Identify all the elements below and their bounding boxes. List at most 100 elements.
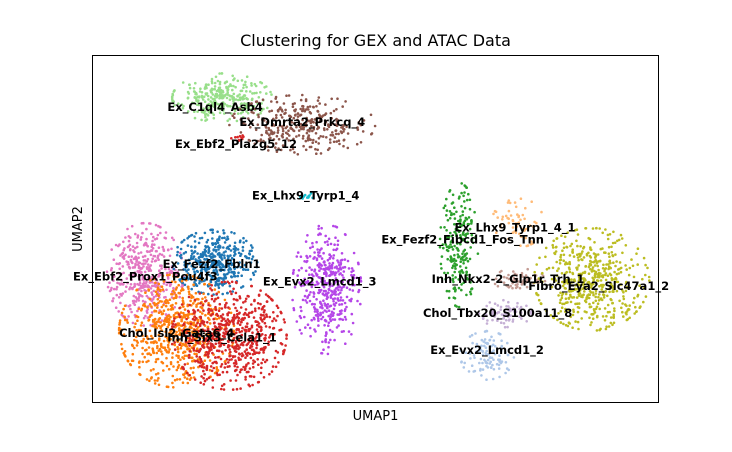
point bbox=[169, 329, 173, 333]
point bbox=[313, 310, 317, 313]
point bbox=[562, 242, 566, 245]
point bbox=[449, 259, 452, 262]
point bbox=[262, 139, 265, 143]
point bbox=[176, 270, 179, 274]
point bbox=[191, 317, 195, 321]
point bbox=[324, 334, 328, 338]
point bbox=[447, 289, 451, 293]
point bbox=[220, 363, 224, 366]
point bbox=[206, 342, 210, 345]
point bbox=[203, 329, 206, 333]
point bbox=[210, 288, 214, 292]
point bbox=[257, 306, 261, 310]
point bbox=[345, 125, 348, 129]
point bbox=[131, 245, 135, 248]
point bbox=[197, 95, 201, 98]
point bbox=[215, 282, 218, 285]
point bbox=[212, 366, 216, 370]
point bbox=[217, 88, 221, 92]
point bbox=[202, 369, 205, 373]
point bbox=[613, 309, 616, 313]
point bbox=[226, 339, 230, 343]
point bbox=[214, 259, 218, 263]
point bbox=[261, 306, 265, 309]
point bbox=[188, 83, 191, 87]
point bbox=[339, 280, 343, 283]
point bbox=[301, 105, 305, 108]
point bbox=[448, 189, 452, 192]
point bbox=[267, 128, 271, 132]
point bbox=[297, 269, 301, 272]
point bbox=[149, 287, 153, 290]
point bbox=[448, 217, 452, 220]
point bbox=[275, 100, 279, 104]
point bbox=[220, 277, 223, 280]
point bbox=[337, 283, 340, 287]
point bbox=[216, 253, 220, 256]
point bbox=[280, 342, 284, 346]
point bbox=[193, 331, 196, 335]
point bbox=[143, 288, 146, 292]
point bbox=[198, 263, 202, 266]
point bbox=[207, 246, 211, 250]
point bbox=[167, 341, 171, 344]
point bbox=[220, 387, 223, 391]
point bbox=[224, 319, 227, 323]
point bbox=[137, 361, 141, 364]
point bbox=[133, 338, 136, 342]
point bbox=[608, 310, 611, 314]
point bbox=[606, 274, 610, 278]
point bbox=[252, 111, 255, 115]
point bbox=[577, 293, 581, 296]
point bbox=[311, 245, 315, 248]
point bbox=[194, 81, 197, 85]
point bbox=[449, 213, 453, 217]
point bbox=[206, 327, 210, 331]
point bbox=[239, 118, 243, 121]
point bbox=[322, 251, 325, 255]
point bbox=[265, 300, 269, 303]
point bbox=[242, 241, 245, 244]
point bbox=[335, 124, 339, 128]
point bbox=[333, 338, 336, 342]
point bbox=[248, 367, 252, 370]
point bbox=[203, 379, 207, 383]
point bbox=[227, 264, 230, 268]
point bbox=[192, 366, 195, 370]
point bbox=[179, 346, 183, 350]
point bbox=[207, 284, 210, 288]
point bbox=[139, 251, 143, 254]
point bbox=[327, 237, 331, 241]
point bbox=[293, 151, 296, 154]
point bbox=[151, 298, 155, 301]
point bbox=[242, 340, 246, 344]
point bbox=[106, 285, 110, 289]
point bbox=[345, 286, 349, 290]
point bbox=[453, 223, 456, 226]
point bbox=[164, 348, 168, 352]
point bbox=[202, 323, 205, 326]
point bbox=[249, 126, 252, 129]
point bbox=[199, 364, 202, 368]
point bbox=[205, 240, 209, 244]
point bbox=[220, 280, 224, 284]
point bbox=[587, 293, 591, 296]
point bbox=[325, 297, 329, 301]
cluster-label: Ex_Fezf2_Fibcd1_Fos_Tnn bbox=[381, 233, 544, 248]
point bbox=[261, 98, 265, 101]
point bbox=[235, 328, 238, 332]
point bbox=[324, 267, 328, 270]
point bbox=[276, 126, 280, 130]
point bbox=[185, 265, 188, 269]
point bbox=[196, 347, 199, 351]
point bbox=[488, 362, 492, 365]
point bbox=[624, 303, 627, 306]
point bbox=[218, 325, 221, 328]
point bbox=[207, 292, 210, 296]
point bbox=[248, 311, 251, 315]
point bbox=[212, 346, 216, 350]
point bbox=[274, 349, 278, 353]
point bbox=[321, 135, 325, 138]
point bbox=[220, 307, 224, 310]
point bbox=[236, 94, 239, 98]
